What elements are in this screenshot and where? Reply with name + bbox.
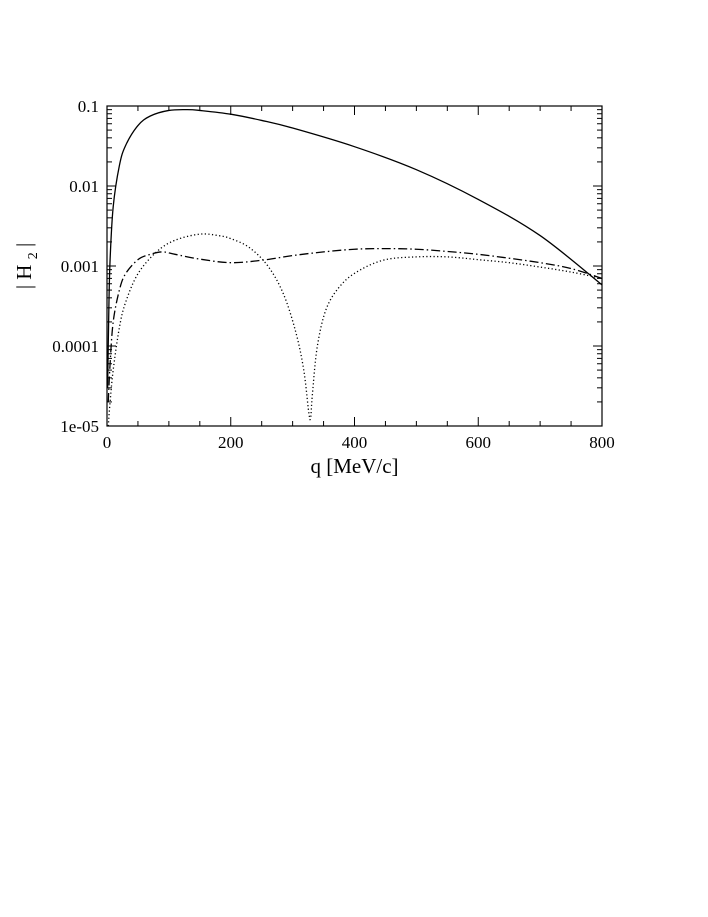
x-tick-label: 600 xyxy=(466,433,492,452)
label-layer: 0 200 400 600 800 1e-05 0.0001 0.001 0.01 0.1 xyxy=(52,97,615,452)
x-tick-label: 0 xyxy=(103,433,112,452)
y-tick-label: 1e-05 xyxy=(60,417,99,436)
y-axis-title-close: | xyxy=(12,243,36,247)
x-tick-label: 800 xyxy=(589,433,615,452)
series-line-dotted xyxy=(107,233,603,427)
series-line-solid xyxy=(106,108,603,388)
x-tick-label: 400 xyxy=(342,433,368,452)
tick-layer xyxy=(106,105,603,427)
y-tick-label: 0.0001 xyxy=(52,337,99,356)
series-layer xyxy=(106,108,603,427)
y-axis-title-subscript: 2 xyxy=(26,252,41,259)
y-tick-label: 0.01 xyxy=(69,177,99,196)
y-tick-label: 0.1 xyxy=(78,97,99,116)
y-axis-title: | H 2 | xyxy=(12,243,42,289)
y-axis-title-main: | H xyxy=(12,265,36,290)
x-axis-title: q [MeV/c] xyxy=(310,454,398,478)
x-tick-label: 200 xyxy=(218,433,244,452)
series-line-dashdot xyxy=(107,247,603,402)
y-tick-label: 0.001 xyxy=(61,257,99,276)
